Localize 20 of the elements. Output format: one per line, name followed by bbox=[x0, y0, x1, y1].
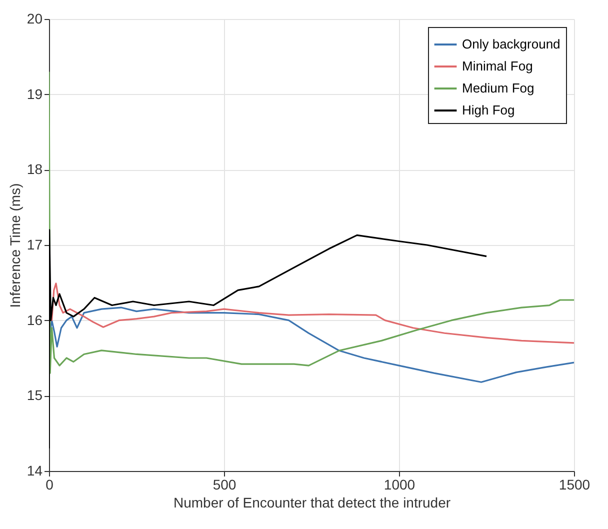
line-series bbox=[49, 282, 574, 344]
y-tick-label: 20 bbox=[26, 10, 43, 26]
y-tick-label: 17 bbox=[26, 236, 43, 252]
y-tick-label: 18 bbox=[26, 161, 43, 178]
y-axis-title: Inference Time (ms) bbox=[6, 183, 23, 308]
x-tick-label: 1000 bbox=[384, 476, 416, 492]
legend-label: High Fog bbox=[462, 102, 515, 118]
y-tick-label: 16 bbox=[26, 312, 43, 328]
line-series bbox=[49, 229, 488, 450]
legend-label: Only background bbox=[462, 36, 560, 52]
line-series bbox=[49, 306, 574, 383]
y-tick-label: 15 bbox=[26, 387, 43, 404]
x-axis-title: Number of Encounter that detect the intruder bbox=[173, 494, 451, 510]
x-tick-label: 500 bbox=[212, 476, 236, 492]
y-tick-label: 19 bbox=[26, 86, 43, 102]
x-tick-label: 1500 bbox=[558, 476, 590, 492]
y-tick-label: 14 bbox=[26, 462, 43, 478]
legend-label: Medium Fog bbox=[462, 80, 534, 96]
legend-label: Minimal Fog bbox=[462, 58, 533, 74]
x-tick-label: 0 bbox=[46, 476, 54, 492]
